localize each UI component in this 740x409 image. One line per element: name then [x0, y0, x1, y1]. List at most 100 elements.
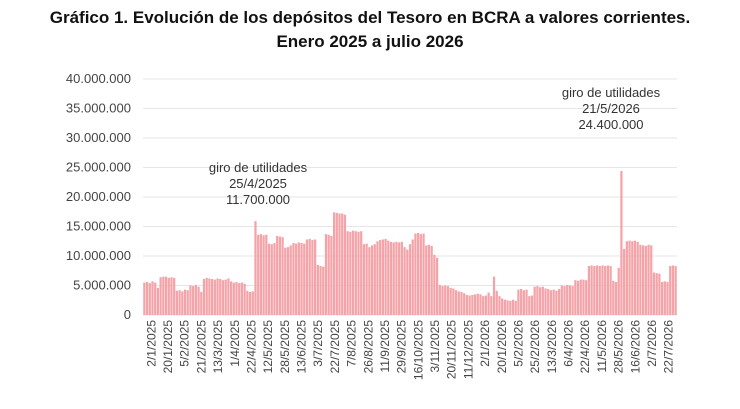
x-tick-label: 3/7/2025 [311, 320, 325, 367]
bar [465, 294, 469, 315]
bar [590, 265, 593, 315]
bar [343, 214, 347, 315]
bar [463, 293, 466, 315]
x-tick-label: 20/1/2025 [161, 320, 175, 374]
y-tick-label: 5.000.000 [73, 278, 131, 293]
bar [327, 234, 330, 315]
x-tick-label: 16/10/2025 [411, 320, 425, 380]
bar [669, 266, 672, 315]
x-tick-label: 7/8/2025 [345, 320, 359, 367]
bar [671, 265, 675, 315]
bar [219, 279, 222, 315]
bar [495, 290, 498, 315]
bar [642, 245, 645, 315]
bar [617, 267, 620, 315]
x-tick-label: 28/5/2026 [612, 320, 626, 374]
bar [311, 240, 314, 315]
bar [349, 231, 352, 315]
bar [471, 294, 474, 315]
bar [319, 266, 322, 315]
x-tick-label: 22/7/2025 [328, 320, 342, 374]
bar [194, 284, 197, 315]
bar [335, 212, 338, 315]
x-axis: 2/1/2025 20/1/2025 5/2/2025 21/2/2025 13/3/2… [144, 320, 675, 380]
bar-series [143, 171, 677, 315]
bar [628, 240, 631, 315]
chart-title-line-2: Enero 2025 a julio 2026 [276, 32, 464, 51]
bar [476, 293, 479, 315]
bar [314, 239, 317, 315]
bar [509, 300, 512, 315]
y-tick-label: 15.000.000 [66, 219, 131, 234]
bar [246, 290, 249, 315]
bar [186, 290, 189, 315]
bar [170, 277, 173, 315]
bar [227, 278, 230, 315]
bar [582, 279, 585, 315]
y-tick-label: 25.000.000 [66, 160, 131, 175]
bar [368, 247, 371, 315]
bar [647, 244, 650, 315]
bar [387, 240, 390, 315]
x-tick-label: 5/2/2025 [178, 320, 192, 367]
x-tick-label: 20/1/2026 [495, 320, 509, 374]
y-tick-label: 20.000.000 [66, 189, 131, 204]
bar [411, 239, 414, 315]
bar [143, 282, 146, 315]
bar [652, 272, 656, 315]
bar [593, 266, 596, 315]
annotation-label: 25/4/2025 [229, 176, 287, 191]
bar [324, 234, 328, 315]
bar [452, 288, 455, 315]
bar [183, 289, 187, 315]
bar [598, 266, 601, 315]
annotation-label: giro de utilidades [209, 160, 308, 175]
x-tick-label: 11/12/2025 [461, 320, 475, 379]
y-tick-label: 40.000.000 [66, 71, 131, 86]
bar [192, 286, 195, 315]
x-tick-label: 22/4/2025 [244, 320, 258, 374]
x-tick-label: 3/11/2025 [428, 320, 442, 373]
bar [674, 266, 677, 315]
bar [473, 294, 477, 315]
bar [330, 235, 333, 315]
bar [259, 234, 263, 315]
x-tick-label: 16/6/2026 [628, 320, 642, 374]
bar [576, 280, 580, 315]
bar [254, 221, 257, 315]
bar [468, 295, 471, 315]
bar [205, 277, 208, 315]
bar [305, 239, 309, 315]
bar [156, 287, 160, 315]
bar [639, 244, 642, 315]
bar [273, 243, 276, 315]
bar [406, 249, 409, 315]
bar [251, 291, 254, 315]
bar [278, 236, 281, 315]
bar [511, 299, 515, 315]
bar [479, 294, 482, 315]
bar [490, 296, 493, 315]
bar [484, 295, 488, 315]
bar [276, 235, 279, 315]
bar [666, 281, 669, 315]
bar [308, 238, 311, 315]
bar [568, 285, 572, 315]
bar [492, 276, 496, 315]
bar [487, 292, 490, 315]
bar [606, 265, 609, 315]
bar [441, 286, 444, 315]
bar [351, 230, 355, 315]
bar [633, 240, 637, 315]
bar [449, 287, 452, 315]
bar [370, 245, 374, 315]
bar [408, 244, 412, 315]
bar [389, 241, 393, 315]
bar [541, 286, 544, 315]
bar [181, 291, 184, 315]
annotation-label: 21/5/2026 [582, 101, 640, 116]
bar [267, 243, 271, 315]
x-tick-label: 12/5/2025 [261, 320, 275, 374]
x-tick-label: 5/2/2026 [511, 320, 525, 367]
x-tick-label: 2/7/2026 [645, 320, 659, 367]
